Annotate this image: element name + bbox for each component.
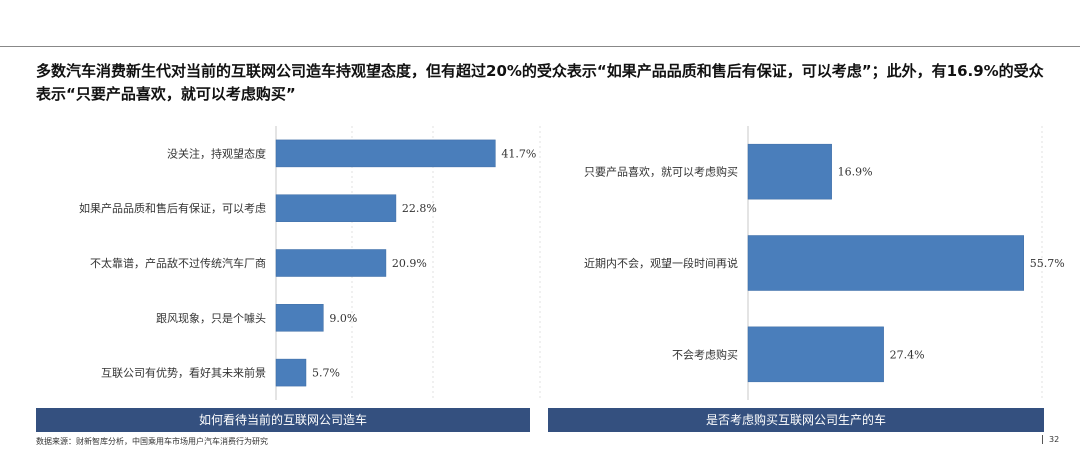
chart-1-bar: [275, 358, 307, 387]
chart-right: 只要产品喜欢，就可以考虑购买 16.9% 近期内不会，观望一段时间再说 55.7% 不会…: [584, 126, 1065, 400]
chart-1-category-label: 不太靠谱，产品敌不过传统汽车厂商: [90, 256, 266, 270]
chart-2-bar: [747, 143, 832, 200]
page-number: 32: [1042, 435, 1059, 444]
chart-1-category-label: 如果产品品质和售后有保证，可以考虑: [79, 201, 266, 215]
chart-1-category-label: 没关注，持观望态度: [167, 146, 266, 160]
chart-1-value-label: 5.7%: [312, 367, 340, 380]
left-chart-banner: 如何看待当前的互联网公司造车: [36, 408, 530, 432]
chart-1-value-label: 41.7%: [501, 147, 536, 160]
chart-1-bar: [275, 139, 496, 168]
chart-2-value-label: 27.4%: [890, 348, 925, 361]
chart-1-bar: [275, 194, 397, 222]
chart-2-category-label: 只要产品喜欢，就可以考虑购买: [584, 165, 738, 179]
data-source: 数据来源：财新智库分析，中国乘用车市场用户汽车消费行为研究: [36, 437, 268, 446]
chart-1-bar: [275, 249, 387, 277]
chart-1-category-label: 互联公司有优势，看好其未来前景: [101, 366, 266, 380]
right-chart-banner: 是否考虑购买互联网公司生产的车: [548, 408, 1044, 432]
chart-2-bar: [747, 326, 884, 383]
chart-2-category-label: 不会考虑购买: [672, 347, 738, 361]
chart-left: 没关注，持观望态度 41.7% 如果产品品质和售后有保证，可以考虑 22.8% 不太靠谱…: [79, 126, 541, 400]
chart-1-value-label: 22.8%: [402, 202, 437, 215]
chart-1-bar: [275, 304, 324, 332]
chart-2-value-label: 16.9%: [838, 166, 873, 179]
top-divider: [0, 46, 1080, 47]
chart-2-category-label: 近期内不会，观望一段时间再说: [584, 256, 738, 270]
chart-2-bar: [747, 235, 1024, 291]
chart-1-category-label: 跟风现象，只是个噱头: [156, 311, 266, 325]
page-headline: 多数汽车消费新生代对当前的互联网公司造车持观望态度，但有超过20%的受众表示“如…: [36, 62, 1044, 103]
chart-1-value-label: 9.0%: [329, 312, 357, 325]
chart-1-value-label: 20.9%: [392, 257, 427, 270]
chart-2-value-label: 55.7%: [1030, 257, 1065, 270]
